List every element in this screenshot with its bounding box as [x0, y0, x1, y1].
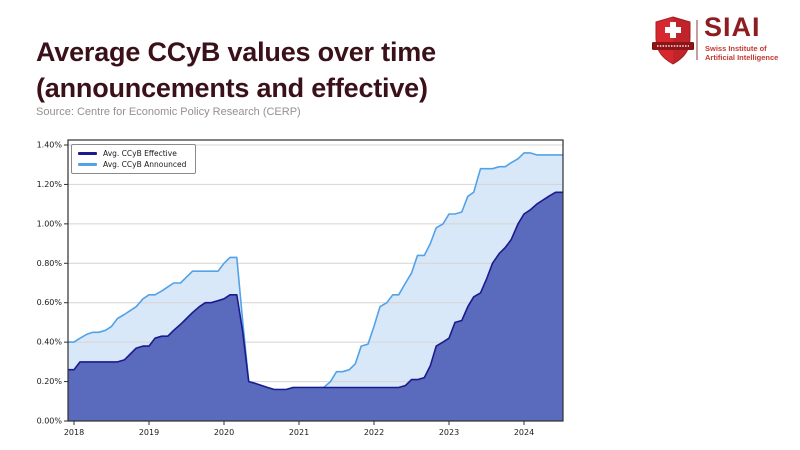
legend-swatch-effective-icon	[78, 152, 97, 155]
logo-divider	[696, 20, 698, 60]
svg-text:1.20%: 1.20%	[37, 180, 63, 189]
svg-text:0.80%: 0.80%	[37, 259, 63, 268]
svg-text:2018: 2018	[64, 428, 84, 437]
siai-shield-icon	[652, 16, 694, 65]
source-caption: Source: Centre for Economic Policy Resea…	[36, 106, 301, 118]
svg-text:2022: 2022	[364, 428, 384, 437]
svg-text:2023: 2023	[439, 428, 459, 437]
page-title: Average CCyB values over time (announceme…	[36, 34, 596, 106]
svg-text:1.00%: 1.00%	[37, 219, 63, 228]
svg-text:0.60%: 0.60%	[37, 298, 63, 307]
svg-text:2020: 2020	[214, 428, 234, 437]
logo-subtitle-line-2: Artificial Intelligence	[705, 53, 779, 62]
title-line-2: (announcements and effective)	[36, 73, 428, 104]
logo-acronym: SIAI	[704, 12, 761, 42]
legend-label-announced: Avg. CCyB Announced	[103, 160, 187, 169]
logo-subtitle-line-1: Swiss Institute of	[705, 44, 767, 53]
logo-subtitle: Swiss Institute of Artificial Intelligenc…	[705, 44, 778, 62]
siai-logo: SIAI Swiss Institute of Artificial Intell…	[650, 12, 790, 68]
svg-text:2019: 2019	[139, 428, 159, 437]
svg-text:1.40%: 1.40%	[37, 141, 63, 150]
svg-text:2021: 2021	[289, 428, 309, 437]
svg-text:2024: 2024	[514, 428, 534, 437]
legend-swatch-announced-icon	[78, 163, 97, 166]
svg-text:0.00%: 0.00%	[37, 417, 63, 426]
legend-label-effective: Avg. CCyB Effective	[103, 149, 177, 158]
svg-text:0.40%: 0.40%	[37, 338, 63, 347]
svg-text:0.20%: 0.20%	[37, 377, 63, 386]
legend-item-effective: Avg. CCyB Effective	[78, 148, 186, 159]
title-line-1: Average CCyB values over time	[36, 37, 436, 68]
legend-item-announced: Avg. CCyB Announced	[78, 159, 186, 170]
chart-legend: Avg. CCyB Effective Avg. CCyB Announced	[71, 144, 197, 174]
